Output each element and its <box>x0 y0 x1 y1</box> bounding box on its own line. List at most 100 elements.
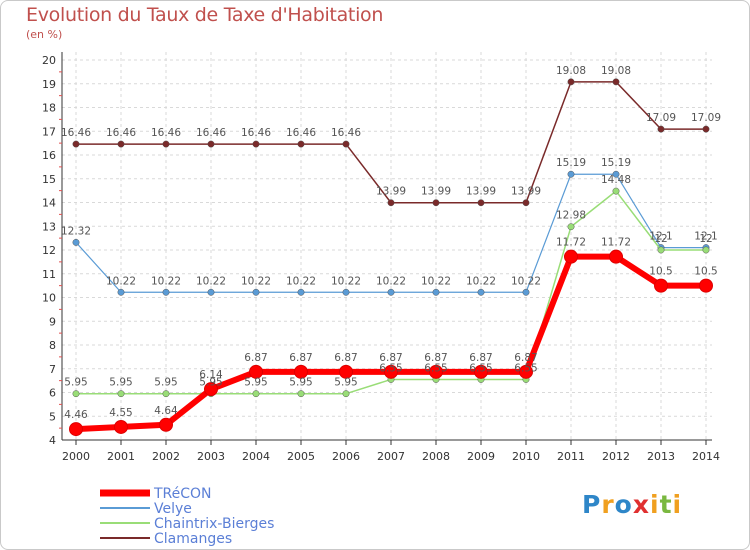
data-point <box>387 199 395 207</box>
data-point <box>162 288 170 296</box>
x-tick-label: 2005 <box>287 450 315 463</box>
data-label: 14.48 <box>601 174 631 186</box>
x-tick-label: 2014 <box>692 450 720 463</box>
y-tick-label: 12 <box>42 244 56 257</box>
chart-title: Evolution du Taux de Taxe d'Habitation <box>26 4 384 26</box>
data-label: 5.95 <box>154 377 177 389</box>
data-point <box>297 140 305 148</box>
data-label: 10.5 <box>649 266 672 278</box>
logo-letter: t <box>659 490 673 519</box>
data-point <box>207 288 215 296</box>
legend-label: TRéCON <box>153 486 212 502</box>
data-point <box>522 288 530 296</box>
data-label: 5.95 <box>244 377 267 389</box>
legend-label: Velye <box>154 501 192 517</box>
x-tick-label: 2009 <box>467 450 495 463</box>
data-label: 16.46 <box>196 127 226 139</box>
x-tick-label: 2010 <box>512 450 540 463</box>
data-point <box>567 78 575 86</box>
y-tick-label: 9 <box>49 315 56 328</box>
y-tick-label: 20 <box>42 54 56 67</box>
data-point <box>567 223 575 231</box>
logo-letter: P <box>582 490 602 519</box>
x-tick-label: 2004 <box>242 450 270 463</box>
y-tick-label: 5 <box>49 410 56 423</box>
data-point <box>657 125 665 133</box>
data-label: 6.14 <box>199 369 223 381</box>
data-label: 19.08 <box>556 65 586 77</box>
y-tick-label: 14 <box>42 197 56 210</box>
data-point <box>72 140 80 148</box>
data-point <box>702 246 710 254</box>
data-label: 12 <box>654 233 667 245</box>
y-tick-label: 7 <box>49 363 56 376</box>
y-tick-label: 16 <box>42 149 56 162</box>
data-point <box>432 199 440 207</box>
data-point <box>702 125 710 133</box>
data-point <box>162 390 170 398</box>
legend-label: Clamanges <box>154 531 232 547</box>
data-label: 4.55 <box>109 407 132 419</box>
data-point <box>432 288 440 296</box>
data-label: 10.22 <box>466 275 496 287</box>
data-label: 6.87 <box>289 352 312 364</box>
data-point <box>612 187 620 195</box>
data-point <box>564 249 578 264</box>
data-label: 6.87 <box>514 352 537 364</box>
x-tick-label: 2002 <box>152 450 180 463</box>
data-label: 10.22 <box>106 275 136 287</box>
data-point <box>477 288 485 296</box>
y-tick-label: 4 <box>49 434 56 447</box>
x-tick-label: 2013 <box>647 450 675 463</box>
data-point <box>342 390 350 398</box>
data-label: 6.87 <box>334 352 357 364</box>
data-label: 5.95 <box>334 377 357 389</box>
data-label: 15.19 <box>601 157 631 169</box>
data-point <box>162 140 170 148</box>
data-point <box>117 390 125 398</box>
data-label: 6.87 <box>424 352 447 364</box>
data-point <box>342 140 350 148</box>
data-label: 4.64 <box>154 405 178 417</box>
data-label: 10.22 <box>421 275 451 287</box>
axes: 4 5 6 7 8 9 10 11 12 13 14 15 16 17 18 19 20 2000 2001 2002… <box>42 52 720 463</box>
y-tick-label: 10 <box>42 292 56 305</box>
data-label: 17.09 <box>646 112 676 124</box>
chart-subtitle: (en %) <box>26 28 63 41</box>
data-label: 10.22 <box>376 275 406 287</box>
data-point <box>252 140 260 148</box>
data-point <box>429 364 443 379</box>
data-label: 6.55 <box>469 362 492 374</box>
data-point <box>252 390 260 398</box>
logo-letter: i <box>650 490 660 519</box>
data-point <box>69 422 83 437</box>
x-tick-label: 2001 <box>107 450 135 463</box>
data-label: 13.99 <box>466 186 496 198</box>
data-point <box>252 288 260 296</box>
data-label: 16.46 <box>241 127 271 139</box>
data-point <box>384 364 398 379</box>
data-label: 5.95 <box>109 377 132 389</box>
data-point <box>339 364 353 379</box>
data-point <box>612 170 620 178</box>
data-label: 15.19 <box>556 157 586 169</box>
data-label: 10.5 <box>694 266 717 278</box>
series-lines <box>69 78 713 437</box>
data-label: 6.55 <box>514 362 537 374</box>
data-labels: 16.46 16.46 16.46 16.46 16.46 16.46 16.46 13.99… <box>61 65 721 421</box>
data-point <box>657 246 665 254</box>
logo-letter: x <box>632 490 650 519</box>
data-label: 19.08 <box>601 65 631 77</box>
data-point <box>612 78 620 86</box>
logo-letter: r <box>601 490 615 519</box>
data-point <box>72 238 80 246</box>
data-label: 16.46 <box>286 127 316 139</box>
data-point <box>342 288 350 296</box>
data-label: 5.95 <box>199 377 222 389</box>
data-label: 6.55 <box>379 362 402 374</box>
data-point <box>297 390 305 398</box>
x-tick-label: 2003 <box>197 450 225 463</box>
data-label: 12.1 <box>694 231 717 243</box>
data-point <box>249 364 263 379</box>
